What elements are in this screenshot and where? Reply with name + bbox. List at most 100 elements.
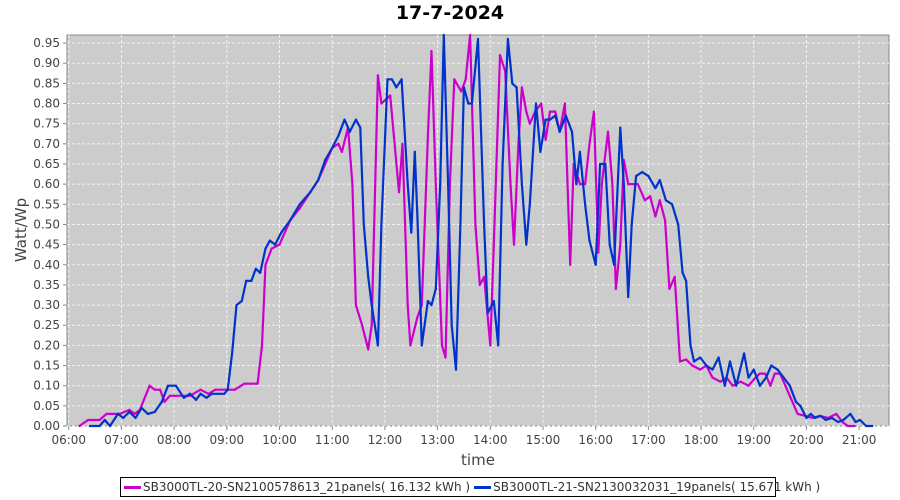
data-point-series-1 — [199, 388, 202, 391]
data-point-series-1 — [619, 243, 622, 246]
data-point-series-2 — [476, 37, 480, 41]
x-tick-label: 13:00 — [420, 433, 455, 447]
x-tick-label: 14:00 — [473, 433, 508, 447]
data-point-series-2 — [497, 344, 500, 347]
data-point-series-1 — [105, 412, 108, 416]
data-point-series-1 — [678, 360, 682, 363]
data-point-series-2 — [830, 416, 834, 420]
x-tick-label: 12:00 — [368, 433, 403, 447]
data-point-series-2 — [634, 174, 638, 178]
data-point-series-1 — [853, 424, 856, 428]
data-point-series-2 — [515, 86, 518, 89]
data-point-series-1 — [426, 134, 430, 137]
data-point-series-2 — [166, 384, 170, 387]
data-point-series-1 — [731, 384, 734, 387]
data-point-series-2 — [395, 86, 398, 89]
data-point-series-2 — [400, 78, 403, 81]
x-tick-label: 19:00 — [736, 433, 771, 447]
data-point-series-1 — [153, 388, 156, 391]
data-point-series-1 — [214, 388, 217, 391]
data-point-series-1 — [440, 344, 444, 347]
data-point-series-1 — [663, 219, 667, 222]
data-point-series-2 — [699, 356, 702, 359]
data-point-series-2 — [426, 299, 430, 303]
data-point-series-1 — [835, 412, 838, 416]
data-point-series-2 — [630, 223, 633, 226]
data-point-series-2 — [588, 239, 591, 242]
data-point-series-2 — [337, 134, 340, 137]
data-point-series-2 — [390, 78, 394, 81]
x-tick-label: 07:00 — [104, 433, 139, 447]
data-point-series-1 — [673, 275, 676, 278]
data-point-series-2 — [664, 199, 668, 202]
data-point-series-2 — [824, 418, 827, 422]
data-point-series-1 — [340, 150, 343, 153]
data-point-series-2 — [570, 130, 574, 133]
data-point-series-2 — [146, 412, 149, 416]
data-point-series-1 — [468, 33, 472, 37]
data-point-series-2 — [854, 420, 857, 424]
data-point-series-1 — [668, 287, 671, 291]
data-point-series-1 — [544, 138, 547, 141]
chart-title: 17-7-2024 — [395, 2, 505, 24]
x-tick-label: 16:00 — [578, 433, 613, 447]
data-point-series-2 — [103, 418, 106, 422]
data-point-series-2 — [343, 118, 346, 121]
y-tick-label: 0.75 — [33, 117, 60, 131]
data-point-series-1 — [460, 90, 463, 93]
data-point-series-1 — [376, 74, 379, 77]
data-point-series-1 — [773, 372, 776, 375]
data-point-series-2 — [160, 400, 163, 403]
x-tick-label: 20:00 — [789, 433, 824, 447]
data-point-series-2 — [554, 114, 557, 117]
data-point-series-1 — [699, 368, 702, 371]
y-tick-label: 0.45 — [33, 238, 60, 252]
data-point-series-1 — [168, 394, 171, 397]
data-point-series-2 — [362, 223, 365, 226]
data-point-series-2 — [799, 404, 802, 407]
data-point-series-2 — [223, 392, 226, 395]
series-lines — [78, 33, 874, 428]
data-point-series-2 — [849, 412, 852, 416]
data-point-series-2 — [670, 203, 674, 206]
y-tick-label: 0.60 — [33, 177, 60, 191]
data-point-series-2 — [370, 303, 373, 307]
data-point-series-2 — [348, 130, 351, 133]
data-point-series-1 — [554, 110, 557, 113]
data-point-series-2 — [380, 223, 383, 226]
data-point-series-2 — [430, 303, 433, 307]
data-point-series-2 — [548, 118, 552, 121]
data-point-series-2 — [359, 126, 362, 129]
data-point-series-2 — [717, 356, 720, 359]
data-point-series-2 — [410, 231, 413, 234]
data-point-series-1 — [233, 388, 236, 391]
data-point-series-1 — [98, 418, 101, 422]
data-point-series-1 — [512, 243, 516, 246]
data-point-series-2 — [483, 223, 486, 226]
data-point-series-2 — [604, 162, 607, 166]
data-point-series-1 — [260, 344, 264, 347]
legend: SB3000TL-20-SN2100578613_21panels( 16.13… — [120, 477, 820, 497]
data-point-series-1 — [739, 380, 742, 383]
data-point-series-1 — [540, 102, 543, 105]
data-point-series-1 — [764, 372, 767, 375]
data-point-series-1 — [614, 287, 617, 291]
y-axis-label: Watt/Wp — [12, 198, 30, 262]
data-point-series-2 — [534, 102, 538, 105]
data-point-series-1 — [270, 247, 273, 250]
data-point-series-1 — [520, 86, 524, 89]
data-point-series-1 — [627, 183, 630, 186]
data-point-series-2 — [140, 406, 143, 409]
data-point-series-2 — [434, 287, 437, 291]
data-point-series-2 — [134, 416, 137, 420]
data-point-series-1 — [278, 243, 281, 246]
data-point-series-2 — [681, 271, 684, 274]
data-point-series-2 — [88, 424, 91, 428]
data-point-series-1 — [528, 122, 531, 125]
data-point-series-2 — [98, 424, 101, 428]
data-point-series-1 — [256, 382, 259, 385]
data-point-series-2 — [467, 102, 470, 105]
data-point-series-2 — [309, 191, 312, 194]
data-point-series-2 — [575, 183, 578, 186]
